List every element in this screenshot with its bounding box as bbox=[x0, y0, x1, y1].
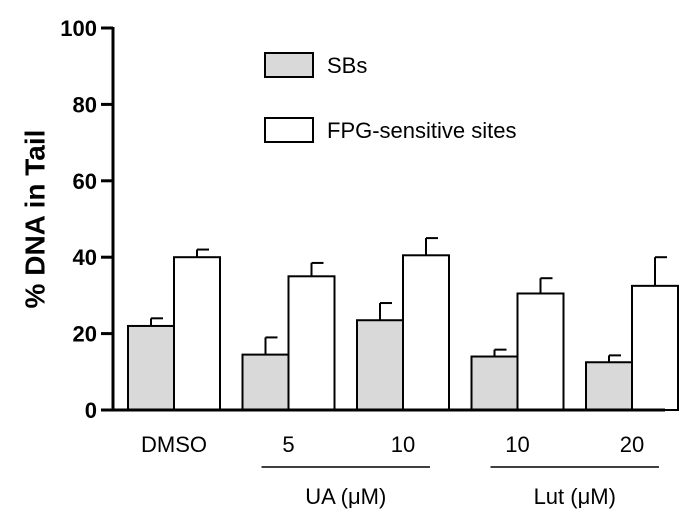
bar bbox=[631, 284, 679, 412]
y-axis-label: % DNA in Tail bbox=[19, 130, 50, 309]
x-tick-label: 5 bbox=[282, 432, 294, 457]
x-tick-label: DMSO bbox=[141, 432, 207, 457]
bar bbox=[585, 361, 633, 411]
bar bbox=[356, 319, 404, 412]
bar bbox=[287, 275, 336, 411]
group-label: Lut (μM) bbox=[534, 484, 616, 509]
y-tick-label: 20 bbox=[73, 322, 97, 347]
legend-label: FPG-sensitive sites bbox=[327, 118, 517, 143]
legend: SBs FPG-sensitive sites bbox=[264, 52, 517, 143]
axes-layer: 0 20 40 60 80 100 bbox=[60, 16, 665, 423]
y-tick-label: 80 bbox=[73, 92, 97, 117]
bar bbox=[173, 256, 221, 412]
bar bbox=[127, 324, 175, 411]
legend-swatch bbox=[264, 52, 314, 78]
x-labels-layer: DMSO 5 10 10 20 UA (μM) Lut (μM) bbox=[141, 432, 659, 509]
bars-layer bbox=[127, 237, 679, 412]
y-tick-label: 60 bbox=[73, 169, 97, 194]
y-tick-label: 0 bbox=[85, 398, 97, 423]
x-tick-label: 10 bbox=[505, 432, 529, 457]
bar bbox=[516, 292, 565, 411]
legend-label: SBs bbox=[327, 53, 367, 78]
bar bbox=[470, 355, 519, 411]
y-tick-label: 40 bbox=[73, 245, 97, 270]
bar bbox=[402, 254, 450, 411]
legend-swatch bbox=[264, 117, 314, 143]
group-label: UA (μM) bbox=[305, 484, 386, 509]
y-tick-label: 100 bbox=[60, 16, 97, 41]
x-tick-label: 20 bbox=[620, 432, 644, 457]
x-tick-label: 10 bbox=[391, 432, 415, 457]
bar bbox=[241, 353, 290, 411]
